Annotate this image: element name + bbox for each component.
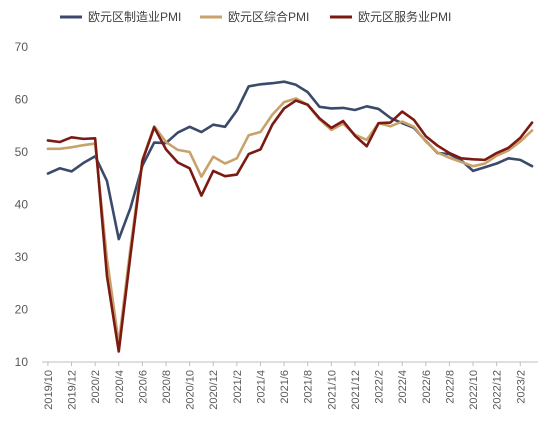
x-tick-label-2019-12: 2019/12: [67, 370, 79, 410]
x-tick-label-2020-8: 2020/8: [161, 370, 173, 404]
x-tick-label-2022-8: 2022/8: [444, 370, 456, 404]
x-tick-label-2021-10: 2021/10: [326, 370, 338, 410]
x-tick-label-2020-4: 2020/4: [114, 370, 126, 404]
x-tick-label-2020-6: 2020/6: [137, 370, 149, 404]
y-tick-label-10: 10: [15, 355, 29, 369]
x-tick-label-2023-2: 2023/2: [515, 370, 527, 404]
x-tick-label-2022-6: 2022/6: [421, 370, 433, 404]
x-tick-label-2020-2: 2020/2: [90, 370, 102, 404]
x-tick-label-2022-4: 2022/4: [397, 370, 409, 404]
x-tick-label-2020-10: 2020/10: [185, 370, 197, 410]
legend-label-0: 欧元区制造业PMI: [88, 10, 181, 24]
y-tick-label-60: 60: [15, 93, 29, 107]
x-tick-label-2021-12: 2021/12: [350, 370, 362, 410]
x-tick-label-2021-2: 2021/2: [232, 370, 244, 404]
x-tick-label-2019-10: 2019/10: [43, 370, 55, 410]
series-line-1: [46, 97, 534, 345]
y-tick-label-40: 40: [15, 198, 29, 212]
x-tick-label-2021-6: 2021/6: [279, 370, 291, 404]
x-tick-label-2022-12: 2022/12: [492, 370, 504, 410]
legend-label-1: 欧元区综合PMI: [228, 9, 309, 24]
y-tick-label-30: 30: [15, 250, 29, 264]
x-tick-label-2020-12: 2020/12: [208, 370, 220, 410]
legend-label-2: 欧元区服务业PMI: [358, 9, 451, 24]
x-tick-label-2021-8: 2021/8: [303, 370, 315, 404]
y-tick-label-50: 50: [15, 145, 29, 159]
x-tick-label-2022-10: 2022/10: [468, 370, 480, 410]
y-tick-label-70: 70: [15, 40, 29, 54]
series-line-2: [46, 99, 534, 353]
y-tick-label-20: 20: [15, 303, 29, 317]
x-tick-label-2021-4: 2021/4: [255, 370, 267, 404]
x-tick-label-2022-2: 2022/2: [374, 370, 386, 404]
